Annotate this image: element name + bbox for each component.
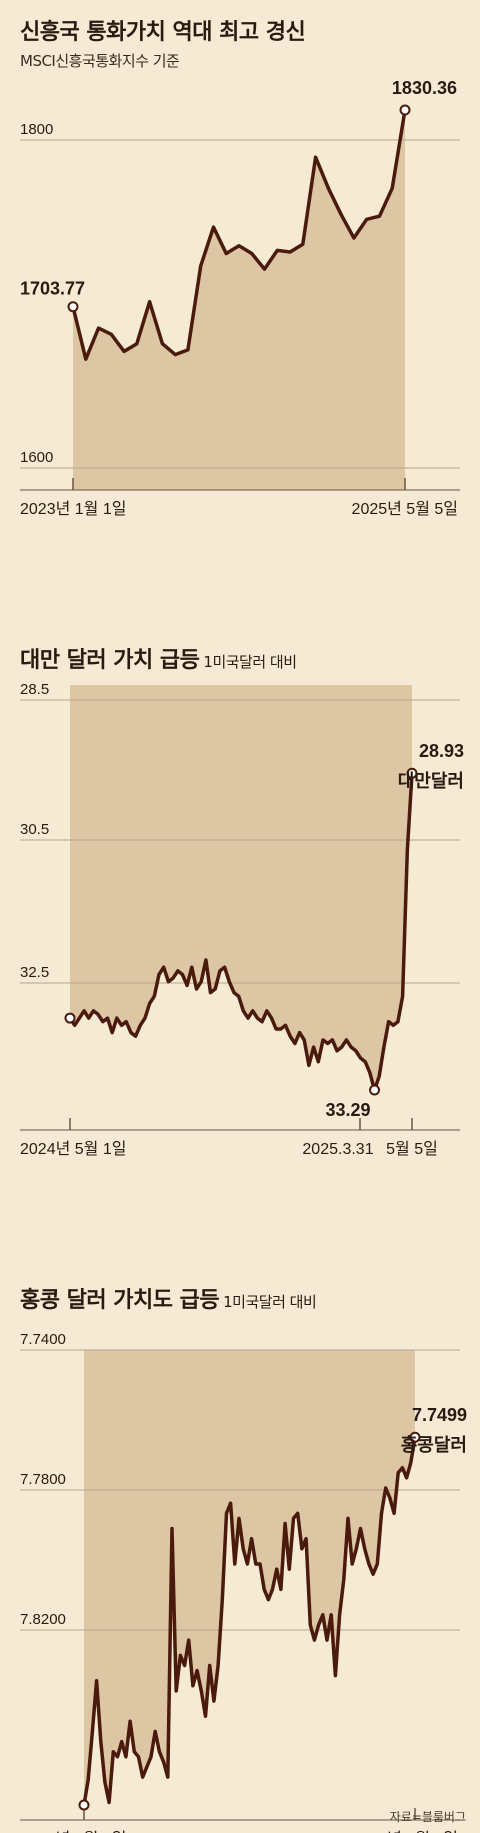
chart-unit: 1미국달러 대비 — [223, 1293, 317, 1311]
min-point-marker — [369, 1084, 381, 1096]
x-tick-label: 2023년 1월 1일 — [20, 500, 126, 518]
series-line — [68, 771, 414, 1092]
chart-panel-hkd: 홍콩 달러 가치도 급등 1미국달러 대비 — [0, 1260, 480, 1820]
chart-subtitle: MSCI신흥국통화지수 기준 — [20, 52, 180, 70]
min-value-label: 33.29 — [325, 1100, 370, 1120]
chart-unit: 1미국달러 대비 — [203, 653, 297, 671]
chart-title-text: 홍콩 달러 가치도 급등 — [20, 1288, 220, 1313]
start-point-marker — [78, 1799, 90, 1811]
x-tick-label: 2025년 5월 2일 — [352, 1830, 458, 1833]
end-series-label: 홍콩달러 — [401, 1434, 467, 1455]
chart-title: 대만 달러 가치 급등 1미국달러 대비 — [20, 642, 297, 674]
y-tick-label: 1600 — [20, 449, 53, 466]
y-tick-label: 7.7400 — [20, 1331, 66, 1348]
chart-title: 신흥국 통화가치 역대 최고 경신 — [20, 20, 306, 45]
end-series-label: 대만달러 — [398, 771, 464, 791]
start-value-label: 1703.77 — [20, 279, 85, 299]
hkd-chart: 7.7400 7.7800 7.8200 2024년 5월 1일 2025년 5월 2일… — [20, 1331, 467, 1833]
y-tick-label: 30.5 — [20, 821, 49, 838]
x-tick-label: 2025.3.31 — [302, 1141, 373, 1158]
end-value-label: 28.93 — [419, 741, 464, 761]
chart-title: 홍콩 달러 가치도 급등 1미국달러 대비 — [20, 1282, 317, 1314]
start-point-marker — [67, 301, 79, 313]
chart-panel-em-currency: 신흥국 통화가치 역대 최고 경신 MSCI신흥국통화지수 기준 — [0, 0, 480, 560]
chart-title-text: 대만 달러 가치 급등 — [20, 648, 200, 673]
y-tick-label: 7.7800 — [20, 1471, 66, 1488]
series-line — [71, 108, 407, 361]
y-tick-label: 7.8200 — [20, 1611, 66, 1628]
source-note: 자료=블룸버그 — [389, 1810, 466, 1824]
end-point-marker — [409, 1431, 421, 1443]
x-tick-label: 2025년 5월 5일 — [352, 500, 458, 518]
twd-chart: 28.5 30.5 32.5 2024년 5월 1일 2025.3.31 5월 5일 28.… — [20, 681, 464, 1158]
y-tick-label: 1800 — [20, 121, 53, 138]
x-tick-label: 5월 5일 — [386, 1140, 438, 1158]
x-tick-label: 2024년 5월 1일 — [20, 1140, 126, 1158]
series-area — [84, 1350, 415, 1805]
series-area — [73, 110, 405, 490]
start-point-marker — [64, 1012, 76, 1024]
x-tick-label: 2024년 5월 1일 — [20, 1830, 126, 1833]
end-point-marker — [406, 767, 418, 779]
series-line — [82, 1435, 417, 1807]
em-currency-chart: 1800 1600 2023년 1월 1일 2025년 5월 5일 1703.77 183… — [20, 78, 460, 518]
chart-panel-twd: 대만 달러 가치 급등 1미국달러 대비 — [0, 620, 480, 1140]
y-tick-label: 32.5 — [20, 964, 49, 981]
end-value-label: 7.7499 — [412, 1405, 467, 1425]
series-area — [70, 685, 412, 1090]
end-point-marker — [399, 104, 411, 116]
y-tick-label: 28.5 — [20, 681, 49, 698]
end-value-label: 1830.36 — [392, 78, 457, 98]
